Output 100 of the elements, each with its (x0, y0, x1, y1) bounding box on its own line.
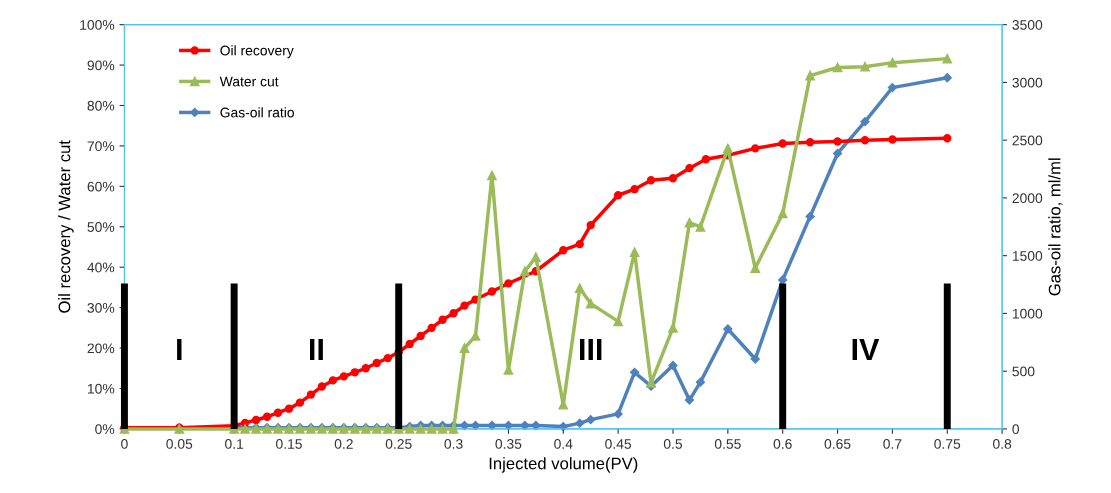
legend-label: Water cut (219, 76, 279, 87)
point (860, 61, 870, 72)
point (574, 283, 585, 294)
point (520, 266, 530, 277)
point (887, 57, 898, 68)
legend-label: Oil recovery (220, 45, 294, 59)
y-axis-title: Oil recovery / Water cut (58, 140, 74, 313)
point (251, 415, 261, 425)
x-tick-label: 0.5 (663, 439, 683, 449)
x-tick-label: 0.45 (605, 439, 632, 449)
x-tick-label: 0.75 (934, 439, 961, 449)
point (339, 372, 349, 381)
point (361, 364, 370, 373)
point (585, 298, 596, 309)
point (942, 53, 953, 64)
x-tick-label: 0.2 (334, 439, 353, 449)
point (559, 246, 568, 255)
point (888, 135, 897, 144)
point (613, 316, 623, 327)
x-tick-label: 0.35 (495, 439, 522, 449)
point (722, 143, 733, 154)
y2-tick-label: 2500 (1012, 135, 1043, 146)
y2-tick-label: 1000 (1012, 308, 1043, 319)
point (629, 247, 640, 258)
point (751, 144, 760, 153)
point (586, 415, 596, 425)
x-tick-label: 0.05 (166, 439, 193, 449)
point (613, 191, 623, 200)
point (448, 424, 459, 434)
annotation: III (580, 338, 602, 360)
x-tick-label: 0.8 (993, 439, 1012, 449)
annotation: I (177, 338, 182, 360)
point (350, 368, 359, 377)
point (778, 139, 787, 148)
point (942, 73, 952, 83)
x-tick-label: 0.3 (444, 439, 463, 449)
point (684, 217, 695, 228)
x-tick-label: 0.15 (276, 439, 302, 449)
point (832, 148, 843, 159)
point (750, 263, 761, 273)
point (701, 155, 711, 164)
y2-tick-label: 1500 (1012, 250, 1043, 261)
y-tick-label: 100% (80, 19, 115, 30)
y2-tick-label: 3500 (1012, 19, 1043, 30)
y-tick-label: 40% (87, 262, 115, 273)
point (887, 82, 898, 93)
y-tick-label: 20% (87, 343, 115, 354)
point (668, 360, 678, 371)
point (437, 424, 448, 434)
point (833, 137, 842, 146)
point (372, 358, 381, 368)
point (487, 170, 497, 181)
x-axis-title: Injected volume(PV) (489, 457, 638, 473)
x-tick-label: 0.65 (824, 439, 851, 449)
y-tick-label: 70% (87, 141, 115, 152)
point (832, 62, 843, 73)
y-tick-label: 30% (87, 302, 115, 313)
x-tick-label: 0.7 (883, 439, 902, 449)
point (426, 424, 437, 434)
point (778, 275, 788, 285)
y2-axis-title: Gas-oil ratio, ml/ml (1048, 158, 1063, 296)
point (629, 367, 640, 377)
annotation: IV (852, 338, 880, 360)
y2-tick-label: 0 (1012, 424, 1020, 435)
point (685, 163, 694, 173)
y2-tick-label: 500 (1012, 366, 1035, 377)
point (470, 331, 481, 341)
y2-tick-label: 2000 (1012, 193, 1043, 204)
point (695, 377, 706, 387)
point (405, 339, 414, 349)
point (273, 408, 283, 417)
y-tick-label: 50% (87, 222, 115, 232)
legend-label: Gas-oil ratio (220, 107, 294, 118)
point (860, 136, 870, 145)
point (438, 315, 447, 324)
point (777, 208, 788, 219)
point (575, 418, 585, 428)
point (504, 279, 513, 288)
point (383, 353, 392, 363)
x-tick-label: 0 (121, 439, 128, 449)
y-tick-label: 60% (87, 181, 115, 192)
point (427, 323, 436, 333)
point (805, 138, 815, 147)
point (630, 185, 639, 194)
x-tick-label: 0.4 (554, 439, 573, 449)
point (613, 409, 623, 419)
point (575, 239, 584, 249)
y2-tick-label: 3000 (1012, 77, 1043, 88)
point (695, 221, 706, 232)
point (487, 420, 497, 431)
point (487, 287, 497, 296)
point (415, 424, 426, 434)
point (317, 382, 327, 391)
point (449, 309, 458, 318)
y-tick-label: 80% (87, 100, 115, 111)
point (805, 70, 815, 81)
point (646, 176, 656, 185)
point (459, 343, 470, 353)
y-tick-label: 10% (87, 383, 115, 394)
point (262, 412, 272, 421)
